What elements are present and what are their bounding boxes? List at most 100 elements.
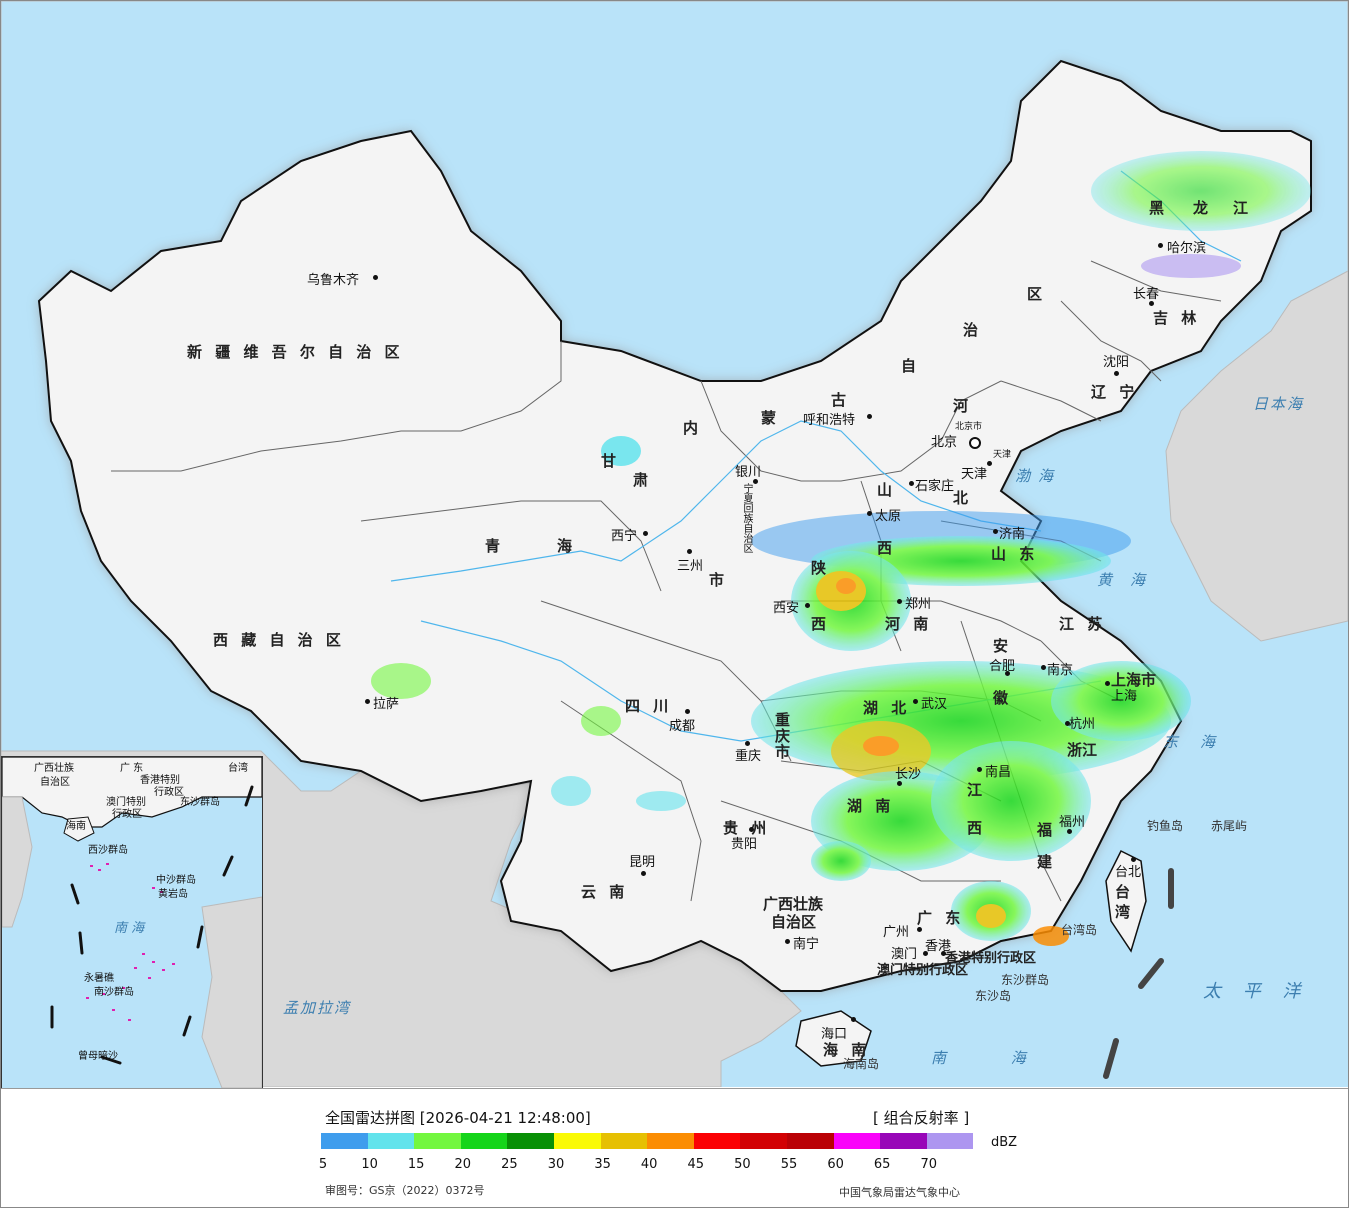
city-dot [1105,681,1110,686]
province-label-hainan: 海 南 [823,1041,871,1059]
province-label-jilin: 吉 林 [1153,309,1201,327]
city-hongkong[interactable]: 香港 [925,939,952,954]
province-label-neimeng-5: 治 [963,321,979,339]
city-dot [867,414,872,419]
city-taiyuan[interactable]: 太原 [875,509,902,524]
island-label-taiwandao: 台湾岛 [1061,923,1098,937]
province-label-beijing-shi: 北京市 [955,422,983,432]
city-dot [1131,857,1136,862]
city-beijing[interactable]: 北京 [931,435,958,450]
inset-label-zengmu: 曾母暗沙 [78,1051,118,1062]
city-huhehaote[interactable]: 呼和浩特 [803,413,856,428]
province-label-taiwan-2: 湾 [1115,903,1131,921]
province-label-jiangxi-2: 西 [967,819,983,837]
city-nanning[interactable]: 南宁 [793,937,820,952]
province-label-gansu-2: 肃 [633,471,649,489]
inset-label-xisha: 西沙群岛 [88,845,128,856]
island-label-dongshadao: 东沙岛 [975,989,1012,1003]
legend-tick-label: 70 [920,1157,938,1172]
city-fuzhou[interactable]: 福州 [1059,815,1086,830]
city-hefei[interactable]: 合肥 [989,659,1016,674]
city-dot [1067,829,1072,834]
radar-echoes [371,151,1311,946]
island-label-dongshaqundao: 东沙群岛 [1001,973,1050,987]
legend-tick-label: 65 [873,1157,891,1172]
inset-label-hk2: 行政区 [154,787,184,798]
city-shanghai[interactable]: 上海 [1111,689,1138,704]
nine-dash-line [1103,868,1174,1079]
city-dot [687,549,692,554]
city-yinchuan[interactable]: 银川 [735,465,762,480]
city-guiyang[interactable]: 贵阳 [731,837,758,852]
legend-tick-label: 45 [687,1157,705,1172]
legend-tick-label: 10 [361,1157,378,1172]
city-dot [373,275,378,280]
legend-tick-label: 50 [734,1157,751,1172]
city-wuhan[interactable]: 武汉 [921,697,948,712]
city-lanzhou[interactable]: 三州 [677,559,704,574]
legend-swatch [507,1133,554,1149]
legend-tick-label: 15 [407,1157,425,1172]
city-kunming[interactable]: 昆明 [629,855,656,870]
city-xian[interactable]: 西安 [773,601,800,616]
city-nanchang[interactable]: 南昌 [985,765,1012,780]
city-nanjing[interactable]: 南京 [1047,663,1074,678]
province-label-shanghai: 上海市 [1111,671,1157,689]
city-hangzhou[interactable]: 杭州 [1069,717,1096,732]
hainan-island [795,1010,872,1067]
inset-land [2,757,262,828]
city-dot [643,531,648,536]
province-label-anhui-2: 徽 [993,689,1009,707]
china-map[interactable]: 新 疆 维 吾 尔 自 治 区 西 藏 自 治 区 青 海 甘 肃 内 蒙 古 … [1,1,1348,1089]
province-label-hunan: 湖 南 [847,797,895,815]
legend-swatch [553,1133,601,1149]
city-haikou[interactable]: 海口 [821,1027,848,1042]
city-harbin[interactable]: 哈尔滨 [1167,241,1207,256]
city-zhengzhou[interactable]: 郑州 [905,597,932,612]
city-changsha[interactable]: 长沙 [895,767,922,782]
city-macau[interactable]: 澳门 [891,947,918,962]
legend-swatch [414,1133,461,1149]
sea-label-huanghai: 黄海 [1097,571,1164,589]
city-lhasa[interactable]: 拉萨 [373,697,400,712]
legend-tick-label: 20 [454,1157,472,1172]
city-dot [941,951,946,956]
city-shijiazhuang[interactable]: 石家庄 [915,479,955,494]
inset-label-huangyan: 黄岩岛 [158,889,188,900]
province-label-chongqing-3: 市 [775,743,791,761]
legend-tick-label: 40 [640,1157,658,1172]
inset-label-nansha: 南沙群岛 [94,987,134,998]
city-dot [987,461,992,466]
city-urumqi[interactable]: 乌鲁木齐 [307,273,360,288]
city-guangzhou[interactable]: 广州 [883,925,910,940]
legend-swatch [693,1133,741,1149]
city-dot [897,599,902,604]
city-dot [1158,243,1163,248]
island-label-diaoyudao: 钓鱼岛 [1147,819,1184,833]
inset-label-hainan: 海南 [66,821,86,832]
city-dot [685,709,690,714]
map-canvas [1,1,1348,1087]
inset-label-macao2: 行政区 [112,809,142,820]
legend-swatch [367,1133,415,1149]
city-tianjin[interactable]: 天津 [961,467,988,482]
legend-swatch [740,1133,787,1149]
legend-swatch [786,1133,834,1149]
legend-swatch [460,1133,508,1149]
city-taibei[interactable]: 台北 [1115,865,1142,880]
sea-label-donghai: 东海 [1163,733,1238,751]
city-xining[interactable]: 西宁 [611,529,638,544]
inset-label-guangxi: 广西壮族 [34,763,74,774]
city-chengdu[interactable]: 成都 [669,719,696,734]
city-dot [851,1017,856,1022]
legend-swatch [600,1133,648,1149]
city-jinan[interactable]: 济南 [999,527,1026,542]
city-shenyang[interactable]: 沈阳 [1103,355,1130,370]
city-chongqing[interactable]: 重庆 [735,749,762,764]
inset-canvas [2,757,262,1088]
city-dot [897,781,902,786]
city-dot [917,927,922,932]
south-china-sea-inset[interactable]: 广西壮族 自治区 广 东 台湾 香港特别 行政区 澳门特别 行政区 东沙群岛 海… [1,756,263,1089]
city-changchun[interactable]: 长春 [1133,287,1160,302]
legend-tick-label: 35 [594,1157,611,1172]
